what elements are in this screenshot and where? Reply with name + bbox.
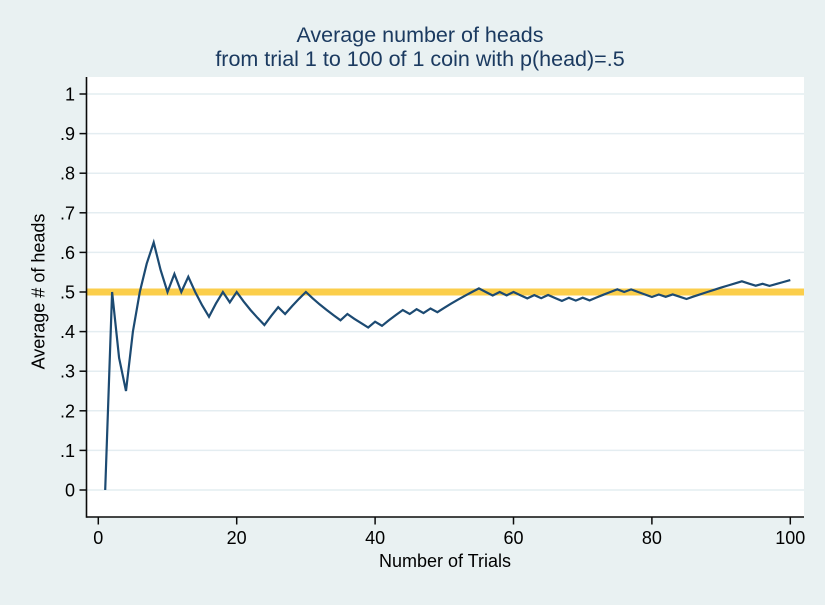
- y-tick-label: .6: [60, 243, 75, 263]
- chart-title-line2: from trial 1 to 100 of 1 coin with p(hea…: [215, 46, 625, 71]
- y-tick-label: .5: [60, 283, 75, 303]
- x-axis-title: Number of Trials: [378, 551, 512, 571]
- running-average-line: [104, 238, 791, 491]
- x-tick-label: 80: [642, 528, 662, 548]
- x-tick-label: 0: [93, 528, 103, 548]
- y-tick-label: .9: [60, 124, 75, 144]
- y-tick-label: .2: [60, 401, 75, 421]
- y-axis-title: Average # of heads: [28, 213, 49, 370]
- y-tick-label: .8: [60, 164, 75, 184]
- y-tick-label: .4: [60, 322, 75, 342]
- x-tick-label: 100: [775, 528, 805, 548]
- y-tick-label: .1: [60, 441, 75, 461]
- x-tick-label: 60: [503, 528, 523, 548]
- y-tick-label: .7: [60, 203, 75, 223]
- y-tick-label: 0: [65, 481, 75, 501]
- x-tick-label: 40: [365, 528, 385, 548]
- chart-title: Average number of heads from trial 1 to …: [25, 23, 815, 71]
- chart-title-line1: Average number of heads: [296, 23, 544, 47]
- y-tick-label: .3: [60, 362, 75, 382]
- y-tick-label: 1: [65, 85, 75, 105]
- plot-area: [87, 77, 804, 517]
- x-tick-label: 20: [227, 528, 247, 548]
